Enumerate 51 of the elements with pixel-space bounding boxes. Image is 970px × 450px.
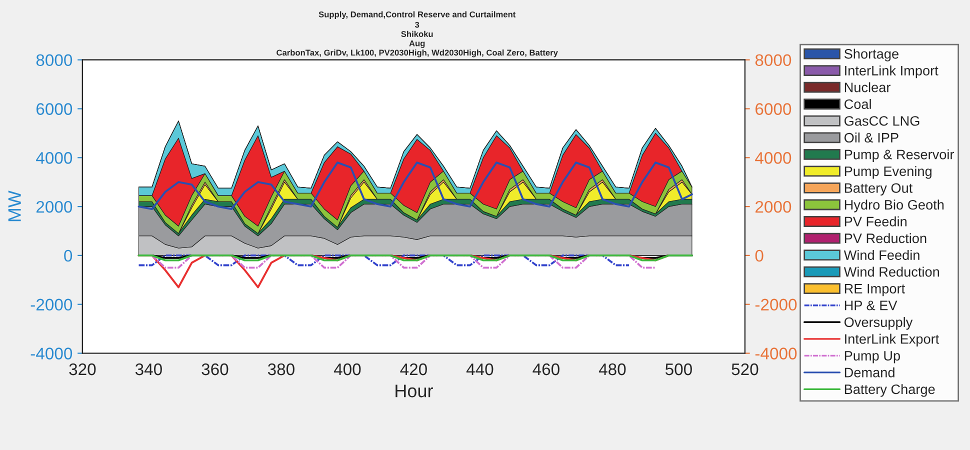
line-series <box>138 162 693 210</box>
legend-label: InterLink Import <box>845 65 938 78</box>
legend-label: InterLink Export <box>845 334 940 346</box>
legend-label: Oil & IPP <box>844 132 898 143</box>
y-tick-label: 0 <box>64 250 72 262</box>
legend-label: Battery Charge <box>844 384 935 397</box>
legend-label: PV Reduction <box>844 233 926 244</box>
x-tick-label: 460 <box>532 363 560 376</box>
legend-label: Oversupply <box>844 317 913 330</box>
legend-label: Shortage <box>844 48 898 62</box>
legend-label: Battery Out <box>844 183 913 196</box>
legend-label: PV Feedin <box>844 216 906 226</box>
y2-tick-label: 6000 <box>756 103 792 115</box>
x-tick-label: 480 <box>598 363 626 376</box>
x-tick-label: 440 <box>466 363 494 376</box>
x-tick-label: 520 <box>732 363 758 376</box>
y-tick-label: 6000 <box>36 103 72 115</box>
legend-label: Hydro Bio Geoth <box>844 200 944 212</box>
chart-title: Supply, Demand,Control Reserve and Curtailment <box>318 11 516 20</box>
y2-tick-label: 0 <box>755 250 764 262</box>
legend-label: RE Import <box>844 284 905 296</box>
y-tick-label: -4000 <box>30 348 72 360</box>
legend-label: Nuclear <box>844 82 890 92</box>
y-tick-label: -2000 <box>30 298 72 311</box>
y-tick-label: 2000 <box>36 200 72 213</box>
legend-label: Demand <box>844 367 894 378</box>
y-tick-label: 4000 <box>36 152 72 164</box>
y2-tick-label: 2000 <box>756 200 792 213</box>
y2-tick-label: -2000 <box>755 298 797 311</box>
x-tick-label: 500 <box>665 363 692 376</box>
y2-tick-label: -4000 <box>755 348 797 360</box>
y2-tick-label: 4000 <box>755 152 792 164</box>
y2-tick-label: 8000 <box>755 54 792 66</box>
legend-label: Pump & Reservoir <box>844 149 954 162</box>
x-tick-label: 360 <box>202 363 228 376</box>
y-axis-title: MW <box>8 190 21 222</box>
legend-label: Wind Feedin <box>844 250 920 260</box>
x-tick-label: 420 <box>400 363 427 376</box>
legend-label: Pump Evening <box>844 166 932 179</box>
legend-label: Wind Reduction <box>844 266 940 277</box>
x-tick-label: 340 <box>135 363 162 376</box>
legend-label: Coal <box>844 99 871 110</box>
legend-label: HP & EV <box>844 300 898 310</box>
legend-label: Pump Up <box>844 351 900 364</box>
chart-subtitle: 3 Shikoku Aug CarbonTax, GriDv, Lk100, PV2030High, Wd2030High, Coal Zero, Battery <box>276 22 558 58</box>
legend-label: GasCC LNG <box>844 116 920 126</box>
x-axis-title: Hour <box>396 384 433 398</box>
x-tick-label: 380 <box>268 363 294 376</box>
x-tick-label: 400 <box>334 363 361 376</box>
x-tick-label: 320 <box>69 363 96 376</box>
y-tick-label: 8000 <box>36 54 72 66</box>
